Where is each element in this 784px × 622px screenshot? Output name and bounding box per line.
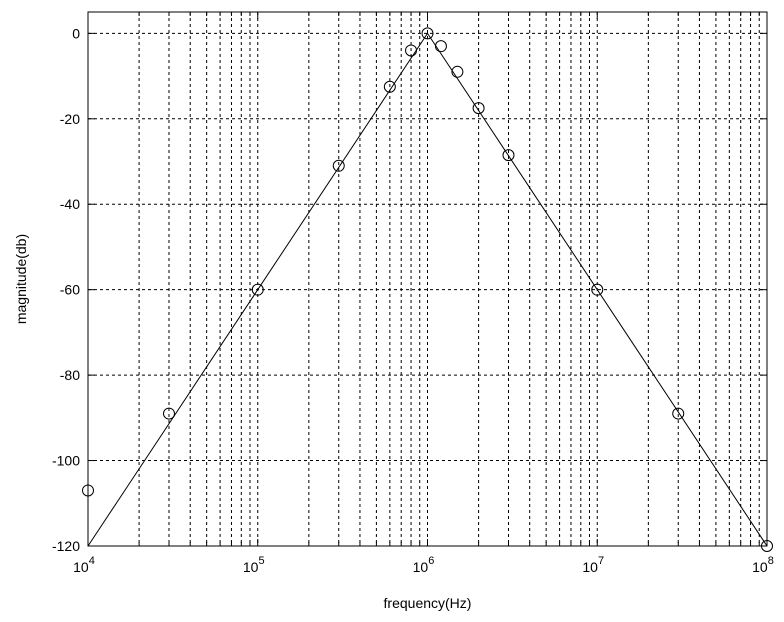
x-axis-label: frequency(Hz) — [384, 595, 472, 611]
y-tick-label: -40 — [60, 196, 80, 212]
data-point-marker — [383, 80, 396, 93]
data-point-marker — [251, 283, 264, 296]
y-tick-label: -100 — [52, 453, 80, 469]
data-point-marker — [672, 407, 685, 420]
axis-ticks: 104 105 106 107 108 0 -20 -40 -60 -80 -100 -120 — [52, 12, 774, 575]
data-point-marker — [472, 102, 485, 115]
y-axis-label: magnitude(db) — [13, 234, 29, 324]
y-tick-label: -20 — [60, 111, 80, 127]
y-tick-label: 0 — [72, 25, 80, 41]
plot-series — [82, 27, 773, 552]
data-point-marker — [162, 407, 175, 420]
model-curve-line — [87, 32, 768, 547]
data-point-marker — [405, 44, 418, 57]
data-point-marker — [434, 40, 447, 53]
y-tick-label: -120 — [52, 538, 80, 554]
data-point-marker — [591, 283, 604, 296]
data-point-marker — [332, 159, 345, 172]
data-point-marker — [451, 65, 464, 78]
y-tick-label: -80 — [60, 367, 80, 383]
y-tick-label: -60 — [60, 282, 80, 298]
data-point-marker — [421, 27, 434, 40]
x-tick-label: 106 — [413, 555, 435, 575]
x-tick-label: 107 — [582, 555, 604, 575]
data-point-marker — [502, 149, 515, 162]
x-tick-label: 105 — [243, 555, 265, 575]
grid — [88, 12, 767, 546]
x-tick-label: 104 — [73, 555, 95, 575]
x-tick-label: 108 — [752, 555, 774, 575]
